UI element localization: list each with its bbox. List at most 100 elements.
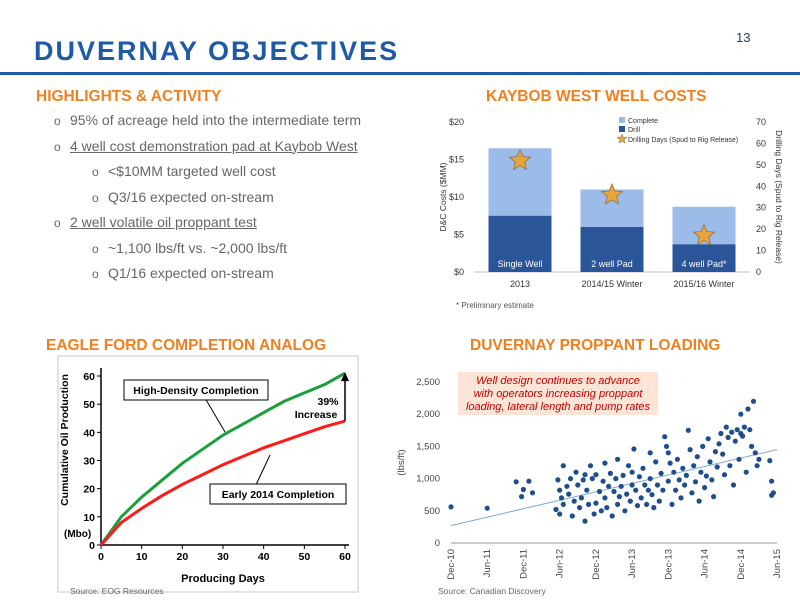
y-tick-label: 1,500 bbox=[416, 441, 440, 452]
y-tick-label: 0 bbox=[435, 538, 440, 549]
high-density-line bbox=[99, 371, 346, 546]
data-point bbox=[667, 460, 673, 466]
y2-tick-label: 70 bbox=[756, 117, 766, 127]
high-density-box bbox=[123, 379, 269, 401]
highlights-list: o 95% of acreage held into the intermedia… bbox=[54, 108, 444, 287]
data-point bbox=[618, 483, 624, 489]
x-tick-label: Jun-11 bbox=[482, 549, 493, 577]
data-point bbox=[636, 474, 643, 480]
highlight-item: o <$10MM targeted well cost bbox=[54, 159, 444, 185]
proppant-chart-title: DUVERNAY PROPPANT LOADING bbox=[470, 337, 721, 354]
data-point bbox=[674, 456, 681, 462]
x-tick-label: 0 bbox=[98, 551, 104, 563]
data-point bbox=[712, 449, 719, 455]
page-number: 13 bbox=[736, 30, 751, 45]
legend-swatch-days bbox=[616, 133, 628, 144]
data-point bbox=[642, 482, 648, 488]
data-point bbox=[694, 454, 700, 460]
bar-label: 2 well Pad bbox=[591, 259, 633, 269]
data-point bbox=[606, 483, 612, 489]
x-tick-label: Jun-14 bbox=[700, 549, 711, 578]
drilling-days-star bbox=[692, 223, 716, 246]
bar-drill bbox=[672, 244, 736, 272]
early-2014-box bbox=[209, 483, 347, 505]
data-point bbox=[647, 450, 653, 456]
bullet-marker: o bbox=[92, 165, 99, 179]
data-point bbox=[529, 490, 536, 496]
highlight-text: ~1,100 lbs/ft vs. ~2,000 lbs/ft bbox=[108, 239, 287, 256]
data-point bbox=[609, 513, 615, 519]
data-point bbox=[580, 477, 586, 483]
data-point bbox=[602, 495, 608, 501]
proppant-source: Source: Canadian Discovery bbox=[438, 586, 546, 596]
x-tick-label: Jun-15 bbox=[772, 549, 783, 578]
y-unit-label: (Mbo) bbox=[64, 529, 91, 540]
data-point bbox=[721, 472, 728, 478]
y-tick-label: 50 bbox=[83, 399, 95, 411]
data-point bbox=[634, 503, 641, 509]
data-point bbox=[745, 406, 751, 412]
x-tick-label: 2013 bbox=[510, 279, 530, 289]
bar-drill bbox=[580, 227, 644, 272]
proppant-callout: Well design continues to advance with ope… bbox=[458, 372, 658, 415]
x-tick-label: Dec-10 bbox=[446, 549, 457, 580]
high-density-leader bbox=[204, 397, 226, 433]
data-point bbox=[723, 424, 729, 430]
y-tick-label: $5 bbox=[454, 230, 464, 240]
bullet-marker: o bbox=[54, 114, 61, 128]
data-point bbox=[705, 436, 711, 442]
data-point bbox=[729, 429, 735, 435]
bar-label: 4 well Pad* bbox=[681, 259, 727, 269]
legend-swatch-drill bbox=[619, 126, 625, 132]
data-point bbox=[448, 504, 454, 510]
y-tick-label: 30 bbox=[83, 456, 95, 468]
y2-tick-label: 10 bbox=[756, 246, 766, 256]
data-point bbox=[698, 469, 704, 475]
legend-complete: Complete bbox=[628, 118, 658, 125]
highlight-item: o Q3/16 expected on-stream bbox=[54, 185, 444, 211]
highlight-text: 2 well volatile oil proppant test bbox=[70, 214, 257, 230]
data-point bbox=[560, 463, 566, 469]
data-point bbox=[598, 508, 604, 514]
highlight-text: 4 well cost demonstration pad at Kaybob … bbox=[70, 137, 358, 154]
y-axis-label: (lbs/ft) bbox=[396, 449, 407, 475]
y2-tick-label: 0 bbox=[756, 267, 761, 277]
data-point bbox=[622, 508, 628, 514]
title-rule bbox=[0, 72, 800, 75]
data-point bbox=[725, 434, 731, 440]
y-tick-label: 60 bbox=[83, 371, 95, 383]
data-point bbox=[756, 456, 762, 462]
legend-days: Drilling Days (Spud to Rig Release) bbox=[628, 137, 738, 144]
drilling-days-star bbox=[508, 148, 532, 171]
highlight-item: o ~1,100 lbs/ft vs. ~2,000 lbs/ft bbox=[54, 236, 444, 262]
data-point bbox=[769, 478, 775, 484]
data-point bbox=[600, 478, 606, 484]
high-density-label: High-Density Completion bbox=[133, 385, 258, 397]
data-point bbox=[749, 443, 755, 449]
data-point bbox=[718, 430, 724, 437]
bullet-marker: o bbox=[54, 216, 61, 230]
x-axis-label: Producing Days bbox=[181, 573, 265, 585]
increase-pct-label: 39% bbox=[317, 396, 339, 408]
x-tick-label: 10 bbox=[136, 551, 148, 563]
bullet-marker: o bbox=[54, 139, 61, 154]
data-point bbox=[707, 459, 713, 465]
early-2014-line bbox=[99, 419, 346, 547]
data-point bbox=[625, 463, 632, 469]
y2-tick-label: 60 bbox=[756, 138, 766, 148]
data-point bbox=[673, 487, 679, 493]
y-tick-label: $0 bbox=[454, 267, 464, 277]
bullet-marker: o bbox=[92, 190, 99, 205]
kaybob-chart-title: KAYBOB WEST WELL COSTS bbox=[486, 88, 707, 105]
data-point bbox=[656, 498, 662, 504]
data-point bbox=[702, 485, 708, 491]
data-point bbox=[680, 465, 686, 471]
data-point bbox=[645, 487, 652, 493]
data-point bbox=[647, 476, 653, 482]
data-point bbox=[627, 498, 633, 504]
data-point bbox=[638, 495, 644, 501]
y-axis-label: D&C Costs ($MM) bbox=[438, 162, 448, 231]
data-point bbox=[573, 469, 579, 475]
